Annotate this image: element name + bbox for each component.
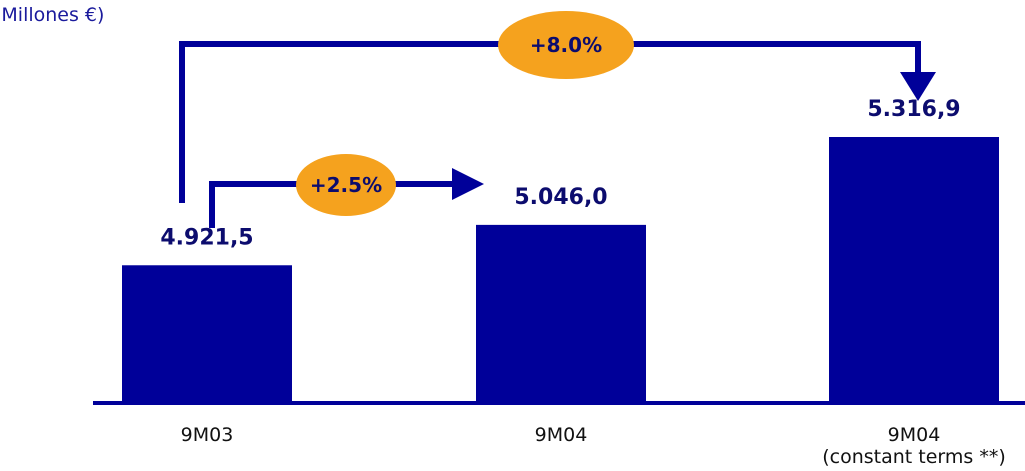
growth-arrow-2-head	[900, 72, 936, 101]
category-labels-group: 9M03 9M04 9M04(constant terms **)	[181, 424, 1006, 468]
growth-label-1: +2.5%	[310, 173, 382, 197]
bars-group	[122, 137, 999, 402]
category-label-3: 9M04	[888, 424, 941, 446]
growth-bubble-2	[498, 11, 634, 79]
growth-label-2: +8.0%	[530, 33, 602, 57]
category-label-2: 9M04	[535, 424, 588, 446]
value-label-1: 4.921,5	[160, 225, 253, 250]
value-label-2: 5.046,0	[514, 185, 607, 210]
category-label-1: 9M03	[181, 424, 234, 446]
bar-3	[829, 137, 999, 402]
growth-arrows-group: +2.5% +8.0%	[179, 11, 936, 228]
value-labels-group: 4.921,5 5.046,0 5.316,9	[160, 97, 960, 250]
value-label-3: 5.316,9	[867, 97, 960, 122]
category-sublabel-3: (constant terms **)	[822, 446, 1006, 468]
growth-arrow-1-head	[452, 168, 484, 200]
bar-2	[476, 224, 646, 402]
growth-bubble-1	[296, 154, 396, 216]
bar-1	[122, 265, 292, 402]
unit-label: (Millones €)	[0, 4, 105, 26]
